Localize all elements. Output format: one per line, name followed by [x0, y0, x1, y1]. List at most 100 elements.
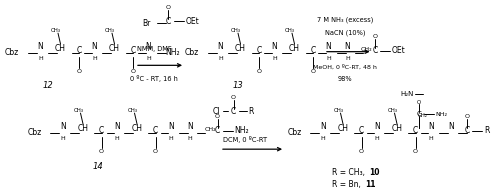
- Text: C: C: [372, 46, 378, 55]
- Text: O: O: [310, 69, 316, 74]
- Text: Cbz: Cbz: [5, 48, 19, 57]
- Text: N: N: [272, 42, 278, 51]
- Text: CH₂: CH₂: [360, 47, 372, 52]
- Text: DCM, 0 ºC-RT: DCM, 0 ºC-RT: [223, 136, 267, 143]
- Text: N: N: [187, 122, 193, 131]
- Text: O: O: [153, 149, 158, 154]
- Text: 0 ºC - RT, 16 h: 0 ºC - RT, 16 h: [130, 74, 178, 82]
- Text: H: H: [428, 136, 434, 141]
- Text: O: O: [231, 95, 236, 100]
- Text: CH₃: CH₃: [74, 108, 84, 113]
- Text: 10: 10: [369, 168, 380, 177]
- Text: 14: 14: [92, 162, 103, 171]
- Text: R = CH₃,: R = CH₃,: [332, 168, 368, 177]
- Text: CH₂: CH₂: [418, 113, 428, 118]
- Text: R: R: [248, 107, 254, 116]
- Text: C: C: [166, 17, 171, 26]
- Text: CH: CH: [235, 44, 246, 53]
- Text: H: H: [345, 56, 350, 61]
- Text: H: H: [188, 136, 192, 141]
- Text: H: H: [38, 56, 43, 61]
- Text: OEt: OEt: [186, 17, 199, 26]
- Text: C: C: [310, 46, 316, 55]
- Text: CH₃: CH₃: [285, 28, 295, 33]
- Text: CH₃: CH₃: [50, 28, 60, 33]
- Text: O: O: [130, 69, 136, 74]
- Text: Cl: Cl: [213, 107, 220, 116]
- Text: H: H: [114, 136, 119, 141]
- Text: N: N: [60, 122, 66, 131]
- Text: H: H: [374, 136, 380, 141]
- Text: H: H: [218, 56, 223, 61]
- Text: CH₃: CH₃: [388, 108, 398, 113]
- Text: C: C: [231, 107, 236, 116]
- Text: NMM, DMF: NMM, DMF: [136, 46, 172, 52]
- Text: C: C: [153, 126, 158, 135]
- Text: Cbz: Cbz: [185, 48, 199, 57]
- Text: N: N: [168, 122, 174, 131]
- Text: CH: CH: [109, 44, 120, 53]
- Text: CH: CH: [392, 124, 402, 133]
- Text: 13: 13: [232, 81, 243, 90]
- Text: O: O: [99, 149, 104, 154]
- Text: N: N: [38, 42, 44, 51]
- Text: O: O: [416, 100, 420, 105]
- Text: N: N: [146, 42, 152, 51]
- Text: N: N: [218, 42, 224, 51]
- Text: CH₃: CH₃: [105, 28, 115, 33]
- Text: CH₃: CH₃: [334, 108, 344, 113]
- Text: C: C: [413, 126, 418, 135]
- Text: CH₂: CH₂: [204, 127, 216, 132]
- Text: C: C: [215, 126, 220, 135]
- Text: NH₂: NH₂: [436, 112, 448, 117]
- Text: C: C: [256, 46, 262, 55]
- Text: Cbz: Cbz: [28, 128, 42, 137]
- Text: C: C: [464, 126, 469, 135]
- Text: CH₃: CH₃: [231, 28, 241, 33]
- Text: CH: CH: [338, 124, 348, 133]
- Text: O: O: [464, 114, 469, 119]
- Text: NH₂: NH₂: [234, 126, 249, 135]
- Text: N: N: [92, 42, 98, 51]
- Text: CH: CH: [55, 44, 66, 53]
- Text: R: R: [484, 126, 490, 135]
- Text: OEt: OEt: [392, 46, 406, 55]
- Text: 98%: 98%: [338, 76, 352, 82]
- Text: N: N: [326, 42, 332, 51]
- Text: O: O: [76, 69, 82, 74]
- Text: N: N: [428, 122, 434, 131]
- Text: C: C: [359, 126, 364, 135]
- Text: N: N: [448, 122, 454, 131]
- Text: NH₂: NH₂: [166, 48, 180, 57]
- Text: H: H: [146, 56, 151, 61]
- Text: O: O: [372, 34, 378, 39]
- Text: CH: CH: [289, 44, 300, 53]
- Text: H: H: [272, 56, 277, 61]
- Text: N: N: [374, 122, 380, 131]
- Text: R = Bn,: R = Bn,: [332, 180, 364, 189]
- Text: 12: 12: [42, 81, 53, 90]
- Text: H: H: [320, 136, 326, 141]
- Text: C: C: [416, 111, 421, 117]
- Text: Cbz: Cbz: [288, 128, 302, 137]
- Text: 11: 11: [365, 180, 376, 189]
- Text: O: O: [359, 149, 364, 154]
- Text: CH: CH: [132, 124, 142, 133]
- Text: C: C: [99, 126, 104, 135]
- Text: H: H: [92, 56, 97, 61]
- Text: N: N: [114, 122, 120, 131]
- Text: O: O: [215, 114, 220, 119]
- Text: O: O: [413, 149, 418, 154]
- Text: N: N: [320, 122, 326, 131]
- Text: H: H: [326, 56, 331, 61]
- Text: H: H: [168, 136, 173, 141]
- Text: N: N: [344, 42, 350, 51]
- Text: H: H: [60, 136, 66, 141]
- Text: O: O: [256, 69, 262, 74]
- Text: MeOH, 0 ºC-RT, 48 h: MeOH, 0 ºC-RT, 48 h: [313, 65, 377, 70]
- Text: Br: Br: [142, 19, 151, 28]
- Text: NaCN (10%): NaCN (10%): [325, 30, 365, 36]
- Text: CH₃: CH₃: [128, 108, 138, 113]
- Text: 7 M NH₃ (excess): 7 M NH₃ (excess): [317, 16, 373, 23]
- Text: O: O: [166, 5, 171, 10]
